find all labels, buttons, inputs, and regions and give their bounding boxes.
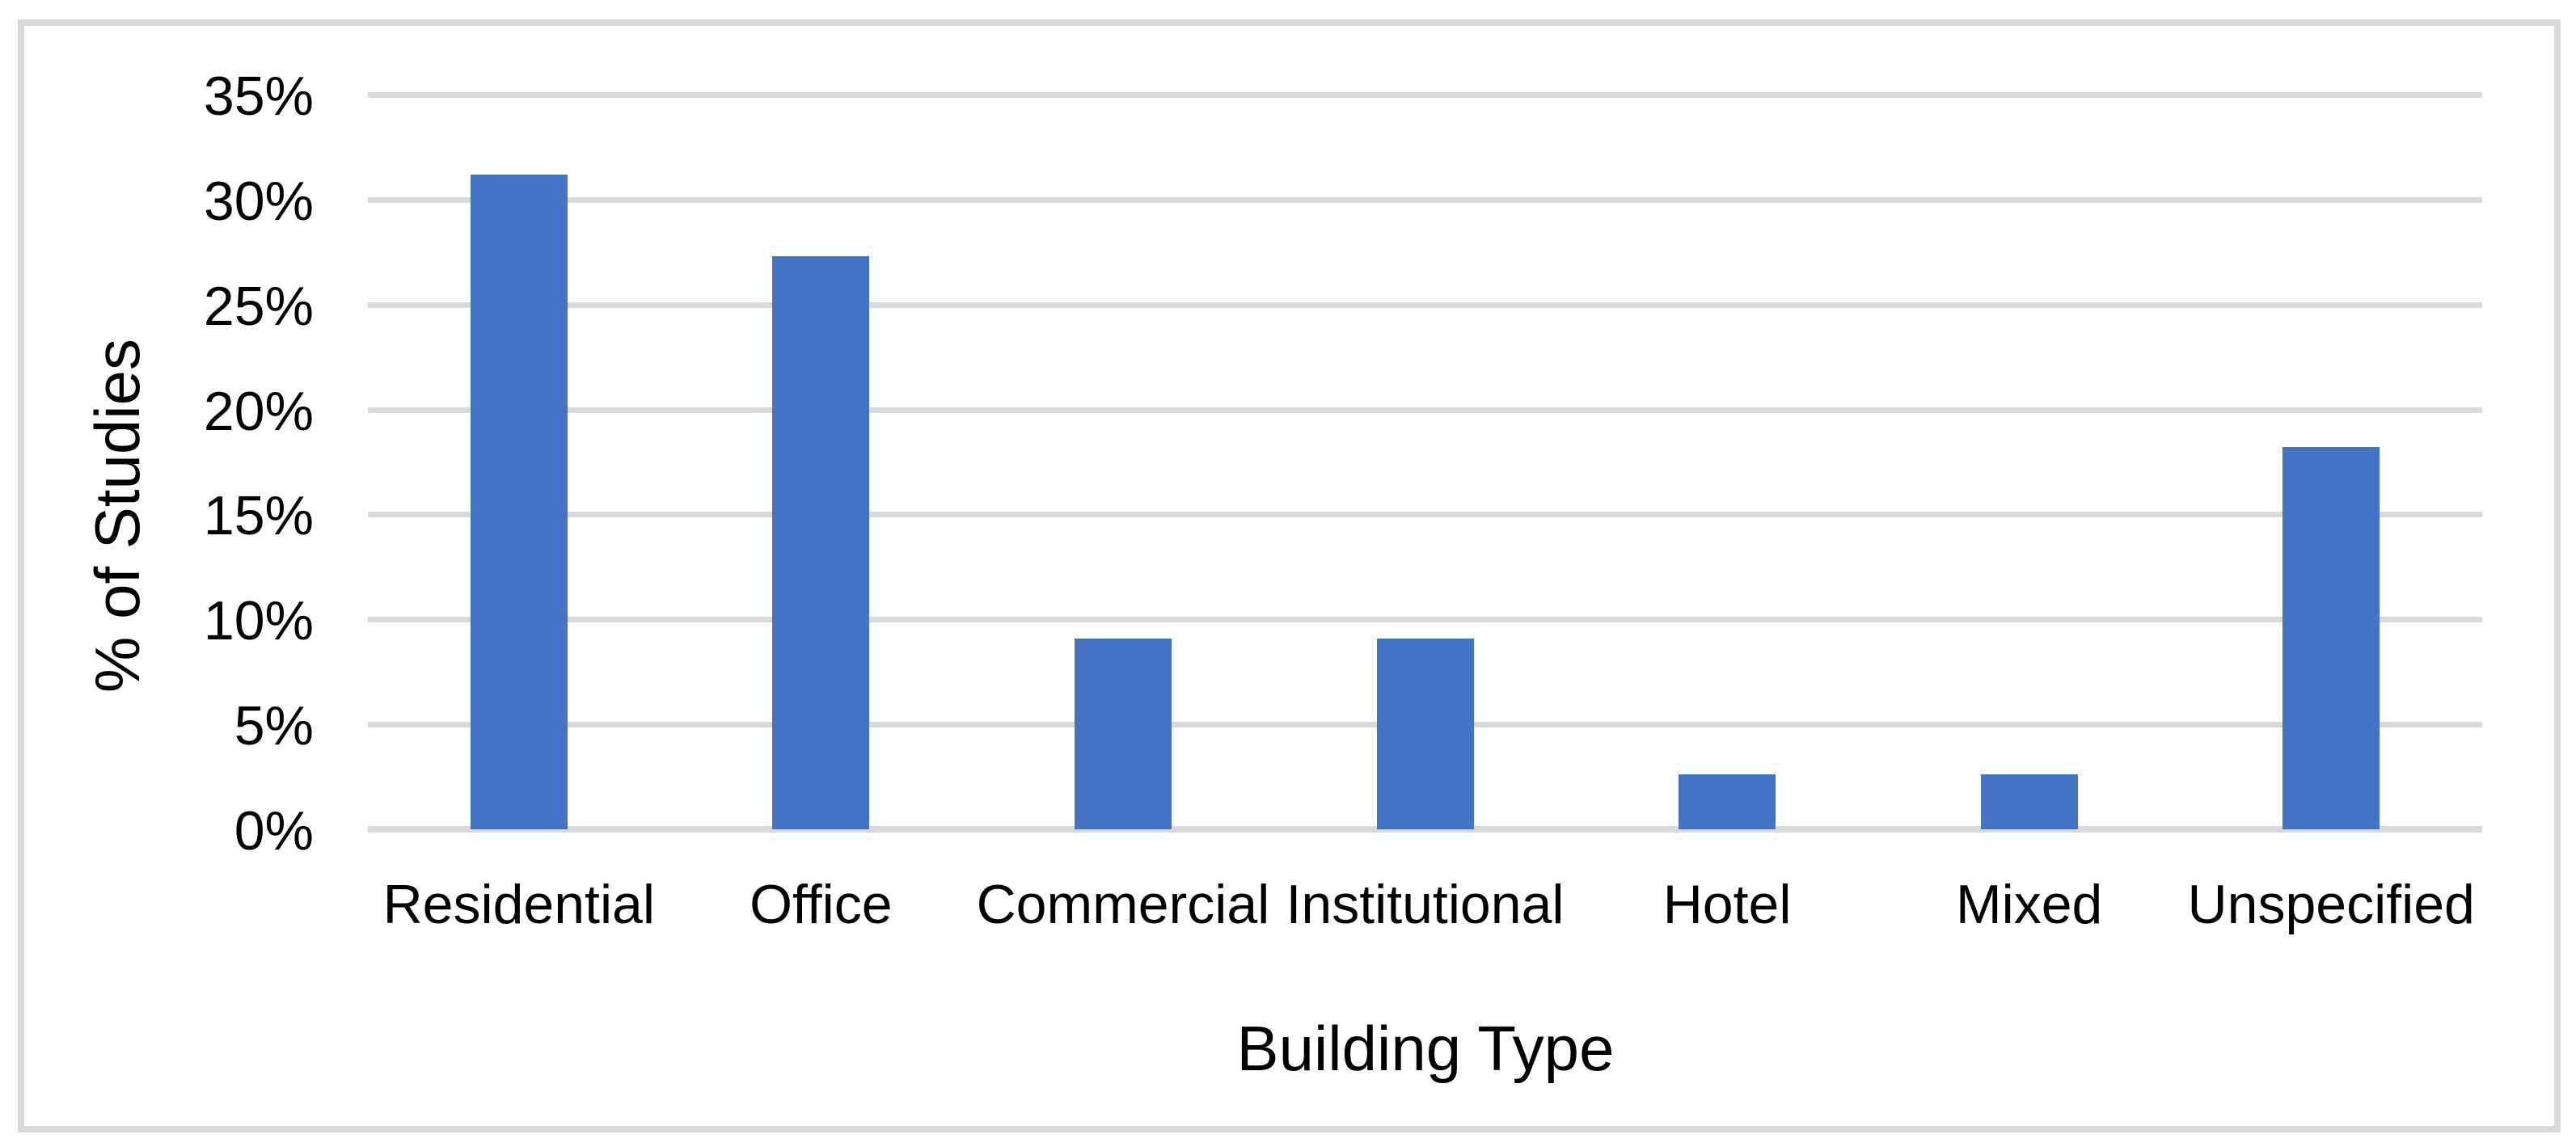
x-category-label: Hotel xyxy=(1662,874,1792,935)
y-tick-label: 10% xyxy=(203,590,314,652)
gridline xyxy=(368,92,2482,98)
x-category-label: Institutional xyxy=(1286,874,1565,935)
gridline xyxy=(368,512,2482,518)
bar-unspecified xyxy=(2283,447,2380,829)
bar-institutional xyxy=(1376,638,1474,829)
gridline xyxy=(368,302,2482,308)
y-tick-label: 15% xyxy=(203,485,314,547)
x-category-label: Residential xyxy=(382,874,655,935)
gridline xyxy=(368,407,2482,413)
x-axis-title: Building Type xyxy=(1236,1013,1615,1084)
bar-office xyxy=(772,255,870,829)
y-tick-label: 30% xyxy=(203,170,314,232)
gridline xyxy=(368,617,2482,623)
chart-border xyxy=(18,19,2561,1132)
bar-commercial xyxy=(1074,638,1172,829)
x-category-label: Mixed xyxy=(1955,874,2103,935)
x-category-label: Unspecified xyxy=(2187,874,2475,935)
y-tick-label: 25% xyxy=(203,275,314,337)
y-tick-label: 5% xyxy=(234,695,314,757)
y-tick-label: 20% xyxy=(203,380,314,442)
y-tick-label: 35% xyxy=(203,65,314,127)
bar-hotel xyxy=(1679,774,1776,829)
bar-residential xyxy=(470,174,568,829)
x-category-label: Commercial xyxy=(976,874,1270,935)
y-tick-label: 0% xyxy=(234,800,314,862)
bar-mixed xyxy=(1980,774,2078,829)
x-axis-line xyxy=(368,826,2482,833)
gridline xyxy=(368,196,2482,203)
x-category-label: Office xyxy=(750,874,893,935)
